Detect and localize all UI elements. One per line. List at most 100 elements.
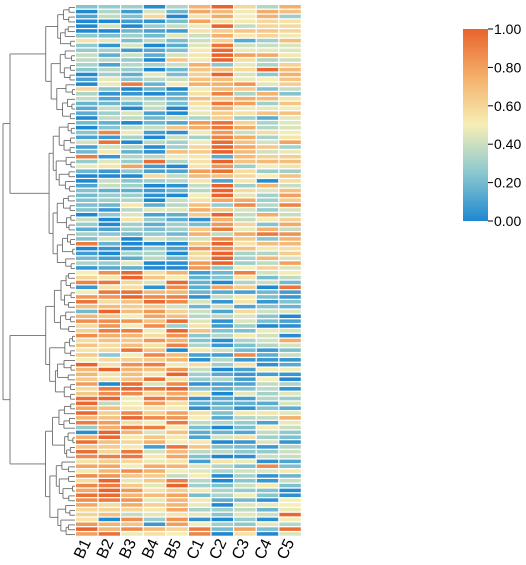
heatmap-cell [211, 29, 233, 33]
heatmap-cell [189, 512, 211, 517]
heatmap-cell [98, 232, 120, 236]
heatmap-cell [189, 445, 211, 449]
heatmap-cell [76, 387, 98, 391]
heatmap-cell [279, 324, 301, 328]
heatmap-cell [256, 353, 279, 357]
heatmap-cells [76, 5, 301, 536]
heatmap-cell [121, 48, 143, 53]
heatmap-cell [143, 333, 166, 338]
heatmap-cell [189, 343, 211, 348]
heatmap-cell [256, 135, 279, 140]
heatmap-cell [98, 154, 120, 159]
heatmap-cell [121, 237, 143, 241]
heatmap-cell [279, 411, 301, 415]
heatmap-cell [256, 445, 279, 449]
heatmap-cell [98, 140, 120, 144]
heatmap-cell [234, 435, 256, 439]
heatmap-cell [76, 9, 98, 14]
heatmap-cell [166, 362, 188, 367]
heatmap-cell [189, 522, 211, 527]
heatmap-cell [166, 169, 188, 173]
heatmap-cell [121, 261, 143, 265]
heatmap-cell [166, 106, 188, 111]
heatmap-cell [256, 348, 279, 352]
heatmap-cell [166, 285, 188, 290]
heatmap-cell [166, 512, 188, 517]
heatmap-cell [166, 527, 188, 531]
heatmap-cell [121, 140, 143, 144]
heatmap-cell [166, 237, 188, 241]
heatmap-cell [121, 391, 143, 396]
heatmap-cell [166, 154, 188, 159]
heatmap-cell [189, 454, 211, 459]
heatmap-cell [279, 401, 301, 406]
heatmap-cell [121, 266, 143, 270]
heatmap-cell [256, 53, 279, 57]
heatmap-cell [211, 353, 233, 357]
heatmap-cell [143, 338, 166, 343]
heatmap-cell [211, 193, 233, 198]
heatmap-cell [121, 101, 143, 106]
heatmap-cell [121, 14, 143, 19]
heatmap-cell [189, 130, 211, 135]
heatmap-cell [211, 266, 233, 270]
heatmap-cell [121, 217, 143, 222]
column-label-b4: B4 [139, 536, 163, 561]
heatmap-cell [234, 478, 256, 483]
heatmap-cell [256, 319, 279, 323]
heatmap-cell [76, 343, 98, 348]
heatmap-cell [279, 145, 301, 149]
heatmap-cell [256, 96, 279, 101]
heatmap-cell [234, 425, 256, 430]
heatmap-cell [166, 29, 188, 33]
heatmap-cell [234, 179, 256, 183]
heatmap-cell [211, 309, 233, 314]
heatmap-cell [256, 174, 279, 178]
heatmap-cell [98, 188, 120, 193]
heatmap-cell [143, 135, 166, 140]
heatmap-cell [234, 34, 256, 38]
heatmap-cell [211, 449, 233, 454]
heatmap-cell [211, 445, 233, 449]
heatmap-cell [76, 43, 98, 48]
heatmap-cell [211, 425, 233, 430]
heatmap-cell [189, 14, 211, 19]
heatmap-cell [98, 111, 120, 115]
heatmap-cell [166, 9, 188, 14]
heatmap-cell [121, 498, 143, 502]
heatmap-cell [234, 116, 256, 120]
heatmap-cell [189, 527, 211, 531]
heatmap-cell [234, 237, 256, 241]
heatmap-cell [279, 53, 301, 57]
heatmap-cell [234, 154, 256, 159]
heatmap-cell [279, 96, 301, 101]
heatmap-cell [211, 24, 233, 28]
heatmap-cell [143, 67, 166, 72]
heatmap-cell [279, 275, 301, 280]
heatmap-cell [211, 430, 233, 435]
heatmap-cell [76, 329, 98, 333]
heatmap-cell [143, 348, 166, 352]
heatmap-cell [76, 478, 98, 483]
heatmap-cell [143, 77, 166, 82]
heatmap-cell [256, 498, 279, 502]
heatmap-cell [256, 106, 279, 111]
heatmap-cell [234, 416, 256, 420]
heatmap-cell [279, 507, 301, 512]
heatmap-cell [279, 333, 301, 338]
heatmap-cell [143, 290, 166, 294]
heatmap-cell [234, 532, 256, 536]
heatmap-cell [98, 507, 120, 512]
heatmap-cell [234, 406, 256, 410]
heatmap-cell [76, 517, 98, 522]
heatmap-cell [143, 396, 166, 401]
heatmap-cell [143, 295, 166, 299]
heatmap-cell [256, 309, 279, 314]
heatmap-cell [256, 43, 279, 48]
heatmap-cell [279, 319, 301, 323]
heatmap-cell [211, 19, 233, 24]
heatmap-cell [234, 77, 256, 82]
heatmap-cell [211, 324, 233, 328]
heatmap-cell [211, 183, 233, 188]
heatmap-cell [166, 411, 188, 415]
